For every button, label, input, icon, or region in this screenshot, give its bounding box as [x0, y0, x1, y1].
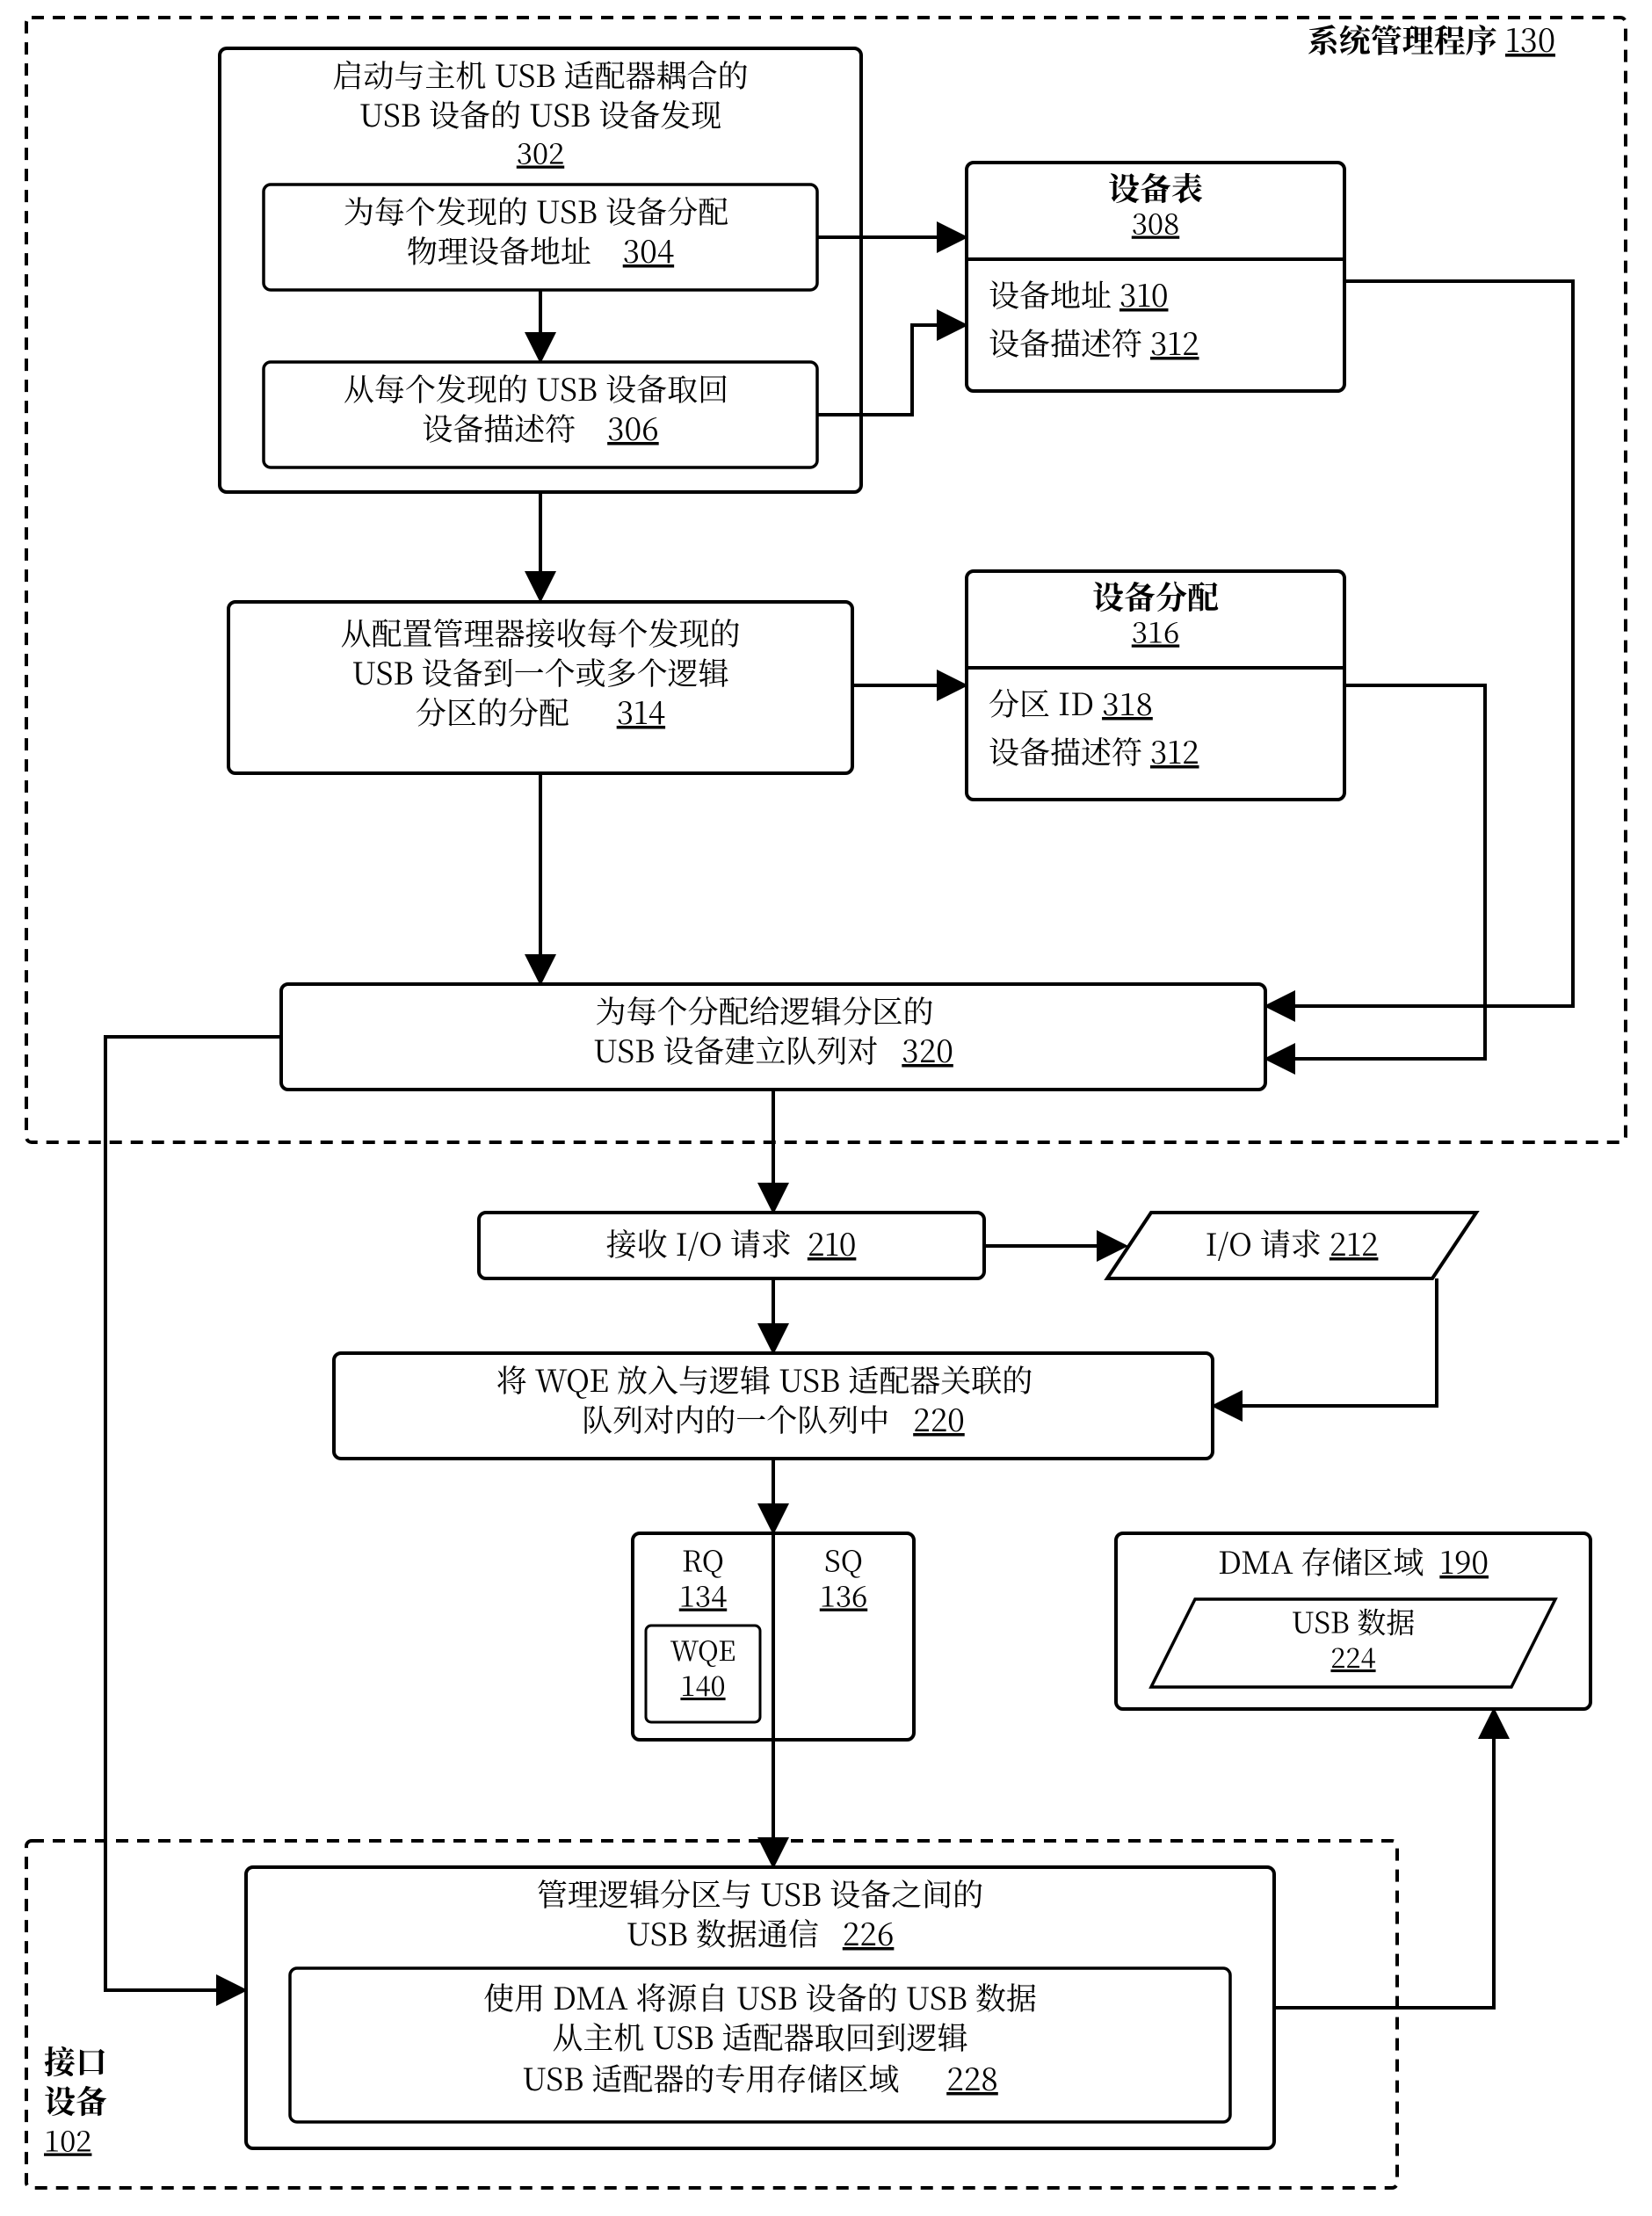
n314-l2: USB 设备到一个或多个逻辑: [351, 650, 728, 694]
n304-l1: 为每个发现的 USB 设备分配: [344, 189, 728, 233]
n320-l2: USB 设备建立队列对 320: [593, 1028, 953, 1072]
n308-r2: 设备描述符 312: [989, 321, 1199, 365]
rq-ref: 134: [679, 1574, 727, 1615]
n220-l2: 队列对内的一个队列中 220: [582, 1397, 964, 1441]
dash130-label: 系统管理程序 130: [1308, 17, 1555, 62]
n316-r1: 分区 ID 318: [989, 681, 1153, 725]
dash102-l2: 设备: [44, 2077, 107, 2122]
arrow-320-226: [105, 1037, 281, 1990]
arrow-226-190: [1274, 1713, 1494, 2008]
sq-ref: 136: [820, 1574, 867, 1615]
n314-l3: 分区的分配 314: [416, 690, 665, 734]
p212-l1: I/O 请求 212: [1206, 1221, 1379, 1265]
n320-l1: 为每个分配给逻辑分区的: [595, 989, 933, 1032]
wqe-label: WQE: [670, 1629, 736, 1669]
n220-l1: 将 WQE 放入与逻辑 USB 适配器关联的: [496, 1358, 1032, 1401]
dma190-label: DMA 存储区域 190: [1218, 1539, 1489, 1583]
n228-l3: USB 适配器的专用存储区域 228: [522, 2056, 998, 2100]
flowchart-canvas: 系统管理程序 130 启动与主机 USB 适配器耦合的 USB 设备的 USB …: [0, 0, 1652, 2216]
n228-l1: 使用 DMA 将源自 USB 设备的 USB 数据: [483, 1975, 1037, 2019]
n210-l1: 接收 I/O 请求 210: [606, 1221, 857, 1265]
n308-r1: 设备地址 310: [989, 272, 1168, 316]
n226-l2: USB 数据通信 226: [627, 1911, 895, 1955]
n316-ref: 316: [1132, 610, 1179, 651]
n314-l1: 从配置管理器接收每个发现的: [340, 611, 740, 655]
n308-ref: 308: [1132, 201, 1179, 243]
n302-l2: USB 设备的 USB 设备发现: [359, 92, 721, 136]
n306-l1: 从每个发现的 USB 设备取回: [344, 366, 728, 410]
wqe-ref: 140: [680, 1664, 725, 1704]
dash102-ref: 102: [44, 2118, 91, 2160]
n306-l2: 设备描述符 306: [422, 406, 658, 450]
n226-l1: 管理逻辑分区与 USB 设备之间的: [537, 1872, 983, 1915]
p224-ref: 224: [1330, 1636, 1375, 1676]
n302-ref: 302: [517, 131, 564, 172]
n302-l1: 启动与主机 USB 适配器耦合的: [332, 53, 748, 97]
n304-l2: 物理设备地址 304: [407, 228, 674, 272]
n316-r2: 设备描述符 312: [989, 729, 1199, 773]
n228-l2: 从主机 USB 适配器取回到逻辑: [552, 2015, 967, 2059]
dash102-l1: 接口: [44, 2038, 107, 2082]
arrow-212-220: [1216, 1278, 1437, 1406]
